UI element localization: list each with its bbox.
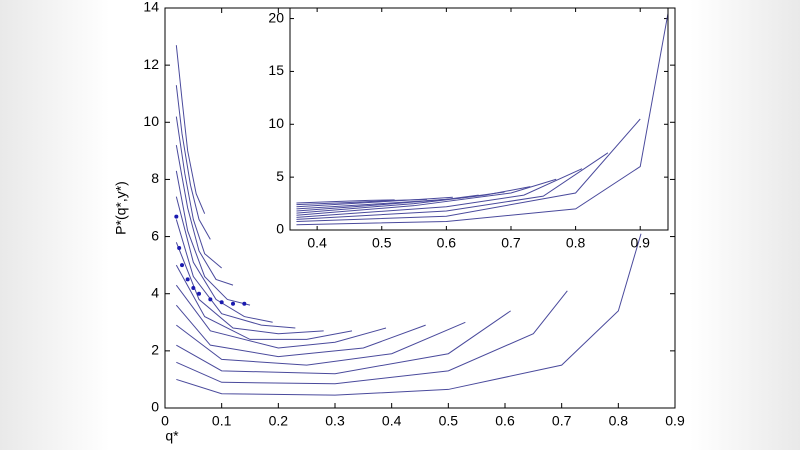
- x-tick-label: 0.6: [495, 413, 515, 429]
- data-point: [177, 246, 182, 250]
- curve: [296, 118, 641, 223]
- curve: [175, 45, 206, 214]
- x-axis-label: q*: [165, 428, 179, 444]
- x-tick-label: 0: [161, 413, 169, 429]
- data-point: [191, 286, 196, 290]
- y-tick-label: 20: [268, 9, 284, 25]
- x-tick-label: 0.8: [609, 413, 629, 429]
- curve: [175, 170, 251, 306]
- y-tick-label: 4: [151, 284, 159, 300]
- y-axis-label: P*(q*,y*): [113, 181, 129, 235]
- data-point: [208, 297, 213, 302]
- curve: [296, 199, 395, 204]
- data-point: [242, 301, 247, 306]
- y-tick-label: 0: [276, 221, 284, 237]
- y-tick-label: 10: [268, 115, 284, 131]
- curve: [296, 198, 428, 206]
- x-tick-label: 0.5: [439, 413, 459, 429]
- y-tick-label: 2: [151, 342, 159, 358]
- x-tick-label: 0.2: [269, 413, 289, 429]
- data-point: [197, 291, 201, 296]
- x-tick-label: 0.4: [307, 235, 327, 251]
- y-tick-label: 6: [151, 227, 159, 243]
- x-tick-label: 0.7: [501, 235, 521, 251]
- curve: [176, 290, 568, 385]
- plot-frame: [289, 7, 669, 231]
- y-tick-label: 14: [143, 0, 159, 15]
- x-tick-label: 0.1: [212, 413, 232, 429]
- curve: [296, 13, 669, 226]
- x-tick-label: 0.5: [372, 235, 392, 251]
- curve: [176, 310, 511, 375]
- y-tick-label: 0: [151, 399, 159, 415]
- data-point: [180, 263, 184, 268]
- curve: [175, 85, 211, 240]
- y-tick-label: 5: [276, 168, 284, 184]
- curve: [176, 321, 466, 366]
- curve: [175, 196, 273, 323]
- curve: [296, 178, 557, 216]
- data-point: [231, 301, 235, 306]
- y-tick-label: 15: [268, 62, 284, 78]
- curve: [296, 194, 479, 210]
- curve: [175, 116, 222, 269]
- curve: [176, 233, 642, 396]
- x-tick-label: 0.9: [665, 413, 685, 429]
- x-tick-label: 0.6: [437, 235, 457, 251]
- y-tick-label: 8: [151, 170, 159, 186]
- data-point: [185, 277, 190, 282]
- data-point: [219, 300, 224, 305]
- curve: [175, 264, 353, 340]
- curve: [175, 242, 324, 335]
- curve: [296, 168, 583, 218]
- curve: [296, 196, 453, 208]
- curve: [175, 219, 296, 329]
- x-tick-label: 0.9: [630, 235, 650, 251]
- x-tick-label: 0.3: [325, 413, 345, 429]
- data-point: [174, 214, 179, 219]
- plot-area: [290, 8, 668, 230]
- curve: [296, 152, 609, 220]
- x-tick-label: 0.4: [382, 413, 402, 429]
- curve: [175, 145, 234, 286]
- x-tick-label: 0.8: [566, 235, 586, 251]
- x-tick-label: 0.7: [552, 413, 572, 429]
- curve: [175, 304, 426, 358]
- y-tick-label: 12: [143, 56, 159, 72]
- curve: [175, 284, 387, 349]
- y-tick-label: 10: [143, 113, 159, 129]
